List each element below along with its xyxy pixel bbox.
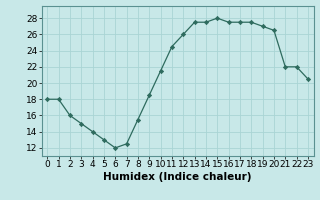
X-axis label: Humidex (Indice chaleur): Humidex (Indice chaleur) xyxy=(103,172,252,182)
